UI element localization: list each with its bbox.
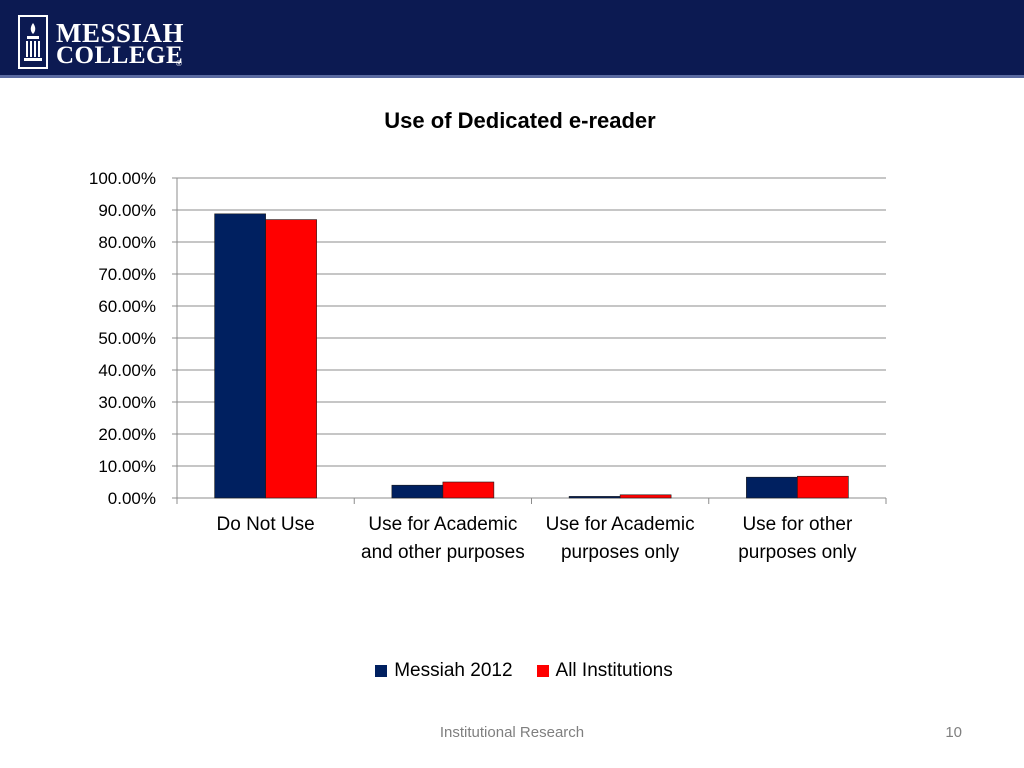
logo-trademark: ® bbox=[176, 59, 182, 68]
x-tick-label: Do Not Use bbox=[216, 514, 315, 535]
header-bar: MESSIAH COLLEGE ® bbox=[0, 0, 1024, 78]
bar-chart: 0.00% 10.00% 20.00% 30.00% 40.00% 50.00% 60.00… bbox=[89, 169, 887, 508]
y-tick-label: 90.00% bbox=[98, 201, 156, 220]
legend-label: Messiah 2012 bbox=[394, 660, 513, 681]
logo-text-line2: COLLEGE bbox=[56, 42, 184, 69]
x-tick-label: Use for Academic and other purposes bbox=[361, 514, 525, 563]
legend-swatch bbox=[375, 665, 388, 677]
chart-title: Use of Dedicated e-reader bbox=[384, 108, 656, 133]
chart-area: Use of Dedicated e-reader 0.00% 10.00% 20.… bbox=[0, 90, 1024, 710]
logo-text-line1: MESSIAH bbox=[56, 18, 185, 48]
legend-item: All Institutions bbox=[536, 660, 673, 682]
y-tick-label: 20.00% bbox=[98, 425, 156, 444]
lamp-emblem-icon bbox=[18, 15, 48, 69]
legend-label: All Institutions bbox=[555, 660, 673, 681]
legend-swatch bbox=[536, 665, 549, 677]
y-tick-label: 0.00% bbox=[108, 489, 156, 508]
x-tick-label: Use for other purposes only bbox=[738, 514, 857, 563]
bar bbox=[265, 219, 317, 499]
bar bbox=[619, 494, 672, 499]
chart-legend: Messiah 2012 All Institutions bbox=[0, 660, 1024, 682]
bar bbox=[442, 481, 495, 499]
footer-text: Institutional Research bbox=[439, 724, 585, 741]
x-tick-label: Use for Academic purposes only bbox=[545, 514, 695, 563]
y-tick-label: 60.00% bbox=[98, 297, 156, 316]
y-tick-label: 80.00% bbox=[98, 233, 156, 252]
bar bbox=[568, 496, 621, 499]
y-tick-label: 10.00% bbox=[98, 457, 156, 476]
y-tick-label: 70.00% bbox=[98, 265, 156, 284]
page-number: 10 bbox=[945, 724, 962, 741]
legend-item: Messiah 2012 bbox=[375, 660, 513, 682]
y-tick-label: 100.00% bbox=[89, 169, 156, 188]
bar bbox=[214, 213, 266, 499]
bar bbox=[391, 484, 444, 499]
bar bbox=[797, 475, 849, 499]
messiah-college-logo: MESSIAH COLLEGE ® bbox=[18, 15, 188, 69]
y-tick-label: 30.00% bbox=[98, 393, 156, 412]
y-tick-label: 40.00% bbox=[98, 361, 156, 380]
y-tick-label: 50.00% bbox=[98, 329, 156, 348]
bar bbox=[746, 476, 798, 499]
